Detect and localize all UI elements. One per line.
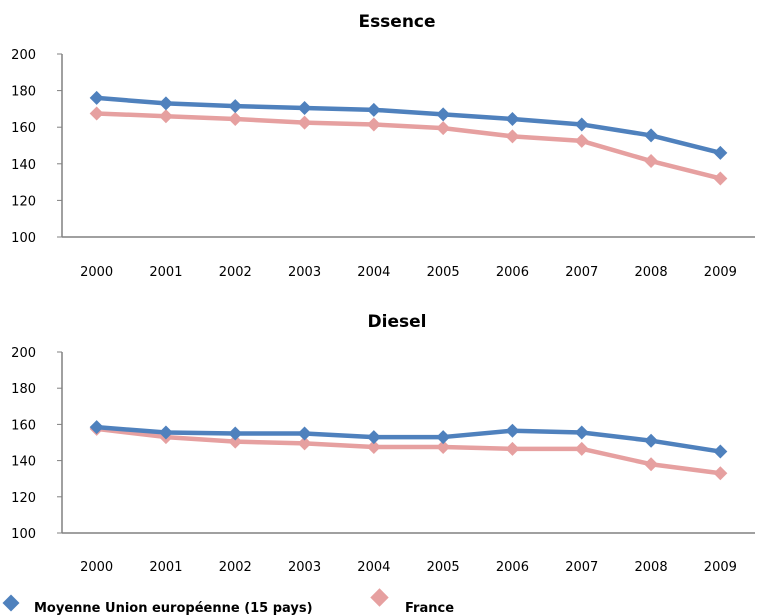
data-point-marker bbox=[228, 99, 243, 114]
x-tick-label: 2002 bbox=[219, 265, 252, 280]
x-tick-label: 2005 bbox=[427, 265, 460, 280]
data-point-marker bbox=[713, 444, 728, 459]
plot-area: 100 120 140 160 180 200 2000 2001 2002 2003 2004 20… bbox=[11, 346, 755, 575]
y-tick-label: 140 bbox=[11, 455, 36, 470]
data-point-marker bbox=[228, 434, 243, 449]
y-tick-label: 120 bbox=[11, 491, 36, 506]
data-point-marker bbox=[574, 425, 589, 440]
legend-label-france: France bbox=[405, 601, 454, 616]
data-point-marker bbox=[297, 115, 312, 130]
x-tick-label: 2007 bbox=[565, 560, 598, 575]
data-point-marker bbox=[713, 145, 728, 160]
chart-essence: Essence 100 120 140 160 180 200 2000 2001 2002 20… bbox=[11, 12, 755, 280]
data-point-marker bbox=[89, 90, 104, 105]
data-point-marker bbox=[644, 154, 659, 169]
x-tick-label: 2006 bbox=[496, 560, 529, 575]
data-point-marker bbox=[505, 423, 520, 438]
chart-title: Diesel bbox=[368, 312, 427, 332]
y-tick-label: 180 bbox=[11, 382, 36, 397]
series-line bbox=[96, 111, 721, 181]
y-tick-label: 180 bbox=[11, 85, 36, 100]
data-point-marker bbox=[505, 129, 520, 144]
x-tick-label: 2009 bbox=[704, 560, 737, 575]
legend-marker-france bbox=[370, 588, 389, 607]
data-point-marker bbox=[89, 106, 104, 121]
data-point-marker bbox=[713, 466, 728, 481]
data-point-marker bbox=[228, 111, 243, 126]
data-point-marker bbox=[158, 425, 173, 440]
x-tick-label: 2009 bbox=[704, 265, 737, 280]
y-tick-label: 160 bbox=[11, 121, 36, 136]
y-tick-label: 200 bbox=[11, 346, 36, 361]
data-point-marker bbox=[644, 433, 659, 448]
data-point-marker bbox=[228, 426, 243, 441]
x-tick-label: 2002 bbox=[219, 560, 252, 575]
legend: Moyenne Union européenne (15 pays) Franc… bbox=[2, 588, 454, 616]
data-point-marker bbox=[436, 107, 451, 122]
data-point-marker bbox=[436, 440, 451, 455]
y-tick-label: 120 bbox=[11, 194, 36, 209]
y-tick-label: 100 bbox=[11, 527, 36, 542]
x-tick-label: 2005 bbox=[427, 560, 460, 575]
x-tick-label: 2000 bbox=[80, 265, 113, 280]
data-point-marker bbox=[574, 441, 589, 456]
data-point-marker bbox=[366, 117, 381, 132]
x-tick-label: 2004 bbox=[357, 265, 390, 280]
x-tick-label: 2006 bbox=[496, 265, 529, 280]
x-tick-label: 2008 bbox=[635, 265, 668, 280]
chart-diesel: Diesel 100 120 140 160 180 200 2000 2001 2002 200… bbox=[11, 312, 755, 575]
data-point-marker bbox=[574, 117, 589, 132]
x-tick-label: 2001 bbox=[149, 265, 182, 280]
series-line bbox=[96, 424, 721, 454]
x-tick-label: 2003 bbox=[288, 560, 321, 575]
legend-label-eu: Moyenne Union européenne (15 pays) bbox=[34, 601, 313, 616]
y-tick-label: 100 bbox=[11, 231, 36, 246]
data-point-marker bbox=[505, 111, 520, 126]
data-point-marker bbox=[644, 128, 659, 143]
data-point-marker bbox=[297, 100, 312, 115]
series-line bbox=[96, 95, 721, 156]
y-tick-label: 200 bbox=[11, 48, 36, 63]
x-tick-label: 2004 bbox=[357, 560, 390, 575]
data-point-marker bbox=[89, 420, 104, 435]
x-tick-label: 2000 bbox=[80, 560, 113, 575]
x-tick-label: 2008 bbox=[635, 560, 668, 575]
data-point-marker bbox=[713, 171, 728, 186]
data-point-marker bbox=[158, 109, 173, 124]
data-point-marker bbox=[366, 430, 381, 445]
data-point-marker bbox=[297, 426, 312, 441]
data-point-marker bbox=[366, 102, 381, 117]
data-point-marker bbox=[297, 436, 312, 451]
x-tick-label: 2003 bbox=[288, 265, 321, 280]
data-point-marker bbox=[436, 121, 451, 136]
data-point-marker bbox=[505, 441, 520, 456]
x-tick-label: 2007 bbox=[565, 265, 598, 280]
data-point-marker bbox=[644, 457, 659, 472]
x-tick-label: 2001 bbox=[149, 560, 182, 575]
plot-area: 100 120 140 160 180 200 2000 2001 2002 2003 2004 20… bbox=[11, 48, 755, 280]
data-point-marker bbox=[436, 430, 451, 445]
chart-title: Essence bbox=[358, 12, 435, 32]
legend-marker-eu bbox=[2, 594, 20, 612]
series-line bbox=[96, 426, 721, 476]
y-tick-label: 140 bbox=[11, 158, 36, 173]
data-point-marker bbox=[574, 133, 589, 148]
data-point-marker bbox=[158, 96, 173, 111]
y-tick-label: 160 bbox=[11, 418, 36, 433]
data-point-marker bbox=[366, 440, 381, 455]
